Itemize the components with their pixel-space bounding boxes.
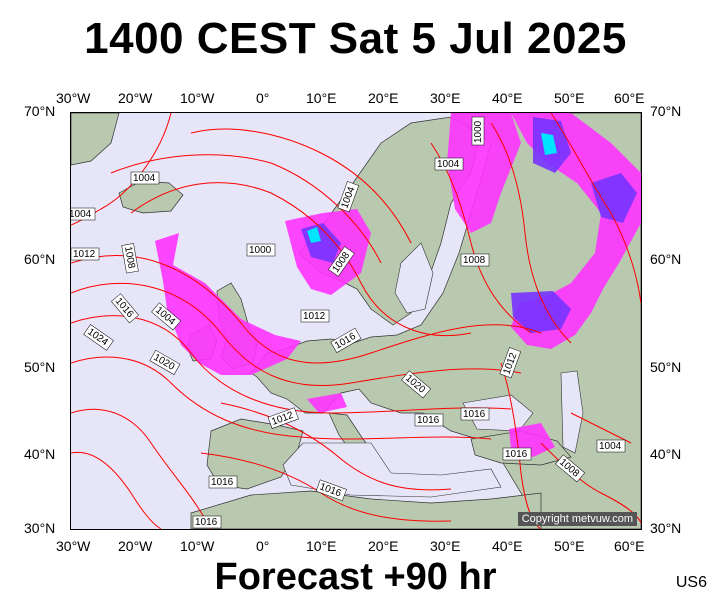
isobar-label: 1004 (599, 441, 622, 452)
isobar-label: 1004 (71, 209, 92, 220)
isobar (71, 356, 492, 440)
mediterranean-sea (282, 442, 502, 498)
lon-label-bottom: 20°E (368, 538, 399, 554)
isobar-label: 1012 (73, 249, 96, 260)
rain-core-urals (591, 173, 637, 223)
lon-label-top: 0° (256, 90, 270, 106)
caspian-sea (560, 370, 584, 454)
black-sea (462, 394, 534, 432)
model-label: US6 (675, 574, 707, 591)
rain-core-russia-south (511, 291, 571, 333)
weather-map: 1004 1004 1000 1004 1004 1008 1000 1012 … (70, 112, 642, 530)
lon-label-bottom: 10°E (306, 538, 337, 554)
lon-label-top: 50°E (554, 90, 585, 106)
lon-label-top: 20°W (118, 90, 153, 106)
isobar-label: 1016 (211, 477, 234, 488)
lon-label-top: 30°W (56, 90, 91, 106)
isobar-label: 1000 (249, 245, 272, 256)
chart-title: 1400 CEST Sat 5 Jul 2025 (84, 14, 627, 63)
isobar (130, 182, 472, 337)
isobar (190, 128, 412, 244)
isobar (220, 402, 452, 491)
lat-label-left: 30°N (24, 520, 56, 536)
lon-label-top: 10°W (180, 90, 215, 106)
rain-peak-norway (307, 227, 321, 243)
isobar-label: 1016 (505, 449, 528, 460)
lat-label-right: 60°N (650, 251, 682, 267)
isobar-label: 1000 (473, 120, 484, 143)
isobar-label: 1012 (303, 311, 326, 322)
north-africa (190, 490, 542, 529)
isobar-label: 1016 (195, 517, 218, 528)
lon-label-bottom: 60°E (614, 538, 645, 554)
lon-label-bottom: 30°E (430, 538, 461, 554)
lon-label-bottom: 30°W (56, 538, 91, 554)
lat-label-left: 60°N (24, 251, 56, 267)
lon-label-top: 30°E (430, 90, 461, 106)
lat-label-right: 30°N (650, 520, 682, 536)
isobar-label: 1008 (122, 246, 137, 270)
iceland (118, 180, 184, 214)
rain-band-alps (307, 393, 347, 413)
isobar-label: 1004 (437, 159, 460, 170)
greenland (71, 113, 120, 166)
lon-label-bottom: 50°E (554, 538, 585, 554)
copyright-badge: Copyright metvuw.com (517, 512, 637, 526)
isobar (71, 315, 512, 414)
isobar (71, 113, 172, 226)
lon-label-bottom: 20°W (118, 538, 153, 554)
isobar (71, 408, 212, 529)
isobar (430, 142, 532, 334)
rain-band-atlantic (155, 233, 301, 375)
isobar-label: 1004 (133, 173, 156, 184)
map-canvas: 1004 1004 1000 1004 1004 1008 1000 1012 … (71, 113, 641, 529)
isobar (490, 122, 572, 344)
isobar (71, 451, 162, 529)
lat-label-right: 50°N (650, 359, 682, 375)
isobar-label: 1016 (463, 409, 486, 420)
isobar (71, 282, 522, 387)
isobar (71, 255, 542, 364)
lon-label-bottom: 0° (256, 538, 270, 554)
rain-peak-russia (541, 133, 557, 155)
lat-label-left: 40°N (24, 446, 56, 462)
isobar-label: 1008 (463, 255, 486, 266)
baltic-sea (394, 242, 434, 314)
lat-label-right: 40°N (650, 446, 682, 462)
isobar (570, 412, 632, 444)
lat-label-left: 70°N (24, 103, 56, 119)
lon-label-top: 40°E (492, 90, 523, 106)
lon-label-top: 10°E (306, 90, 337, 106)
lon-label-bottom: 10°W (180, 538, 215, 554)
isobar (110, 154, 382, 264)
isobars (71, 113, 641, 529)
rain-band-russia (511, 113, 641, 349)
forecast-label: Forecast +90 hr (214, 556, 497, 598)
lon-label-top: 60°E (614, 90, 645, 106)
lon-label-top: 20°E (368, 90, 399, 106)
lon-label-bottom: 40°E (492, 538, 523, 554)
isobar-label: 1012 (270, 410, 295, 428)
isobar-label: 1016 (417, 415, 440, 426)
lat-label-right: 70°N (650, 103, 682, 119)
isobar (550, 113, 641, 304)
lat-label-left: 50°N (24, 359, 56, 375)
